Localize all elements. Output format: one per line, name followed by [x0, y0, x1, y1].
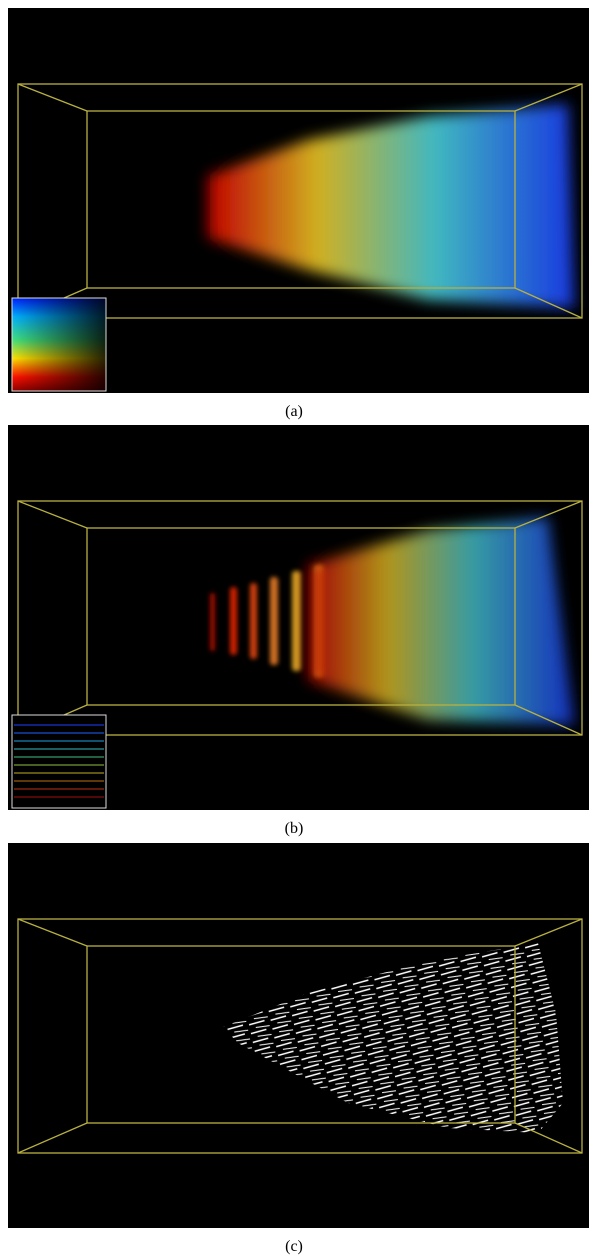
caption: (c)	[285, 1238, 303, 1255]
caption: (b)	[285, 820, 304, 837]
transfer-function-inset	[12, 298, 106, 391]
caption: (a)	[285, 403, 303, 420]
page: (a) (b)	[0, 0, 589, 1258]
panel-a	[8, 8, 589, 393]
figure: (a) (b)	[0, 0, 589, 1258]
transfer-function-inset	[12, 715, 106, 808]
panel-b	[8, 425, 589, 810]
panel-c	[8, 843, 589, 1228]
